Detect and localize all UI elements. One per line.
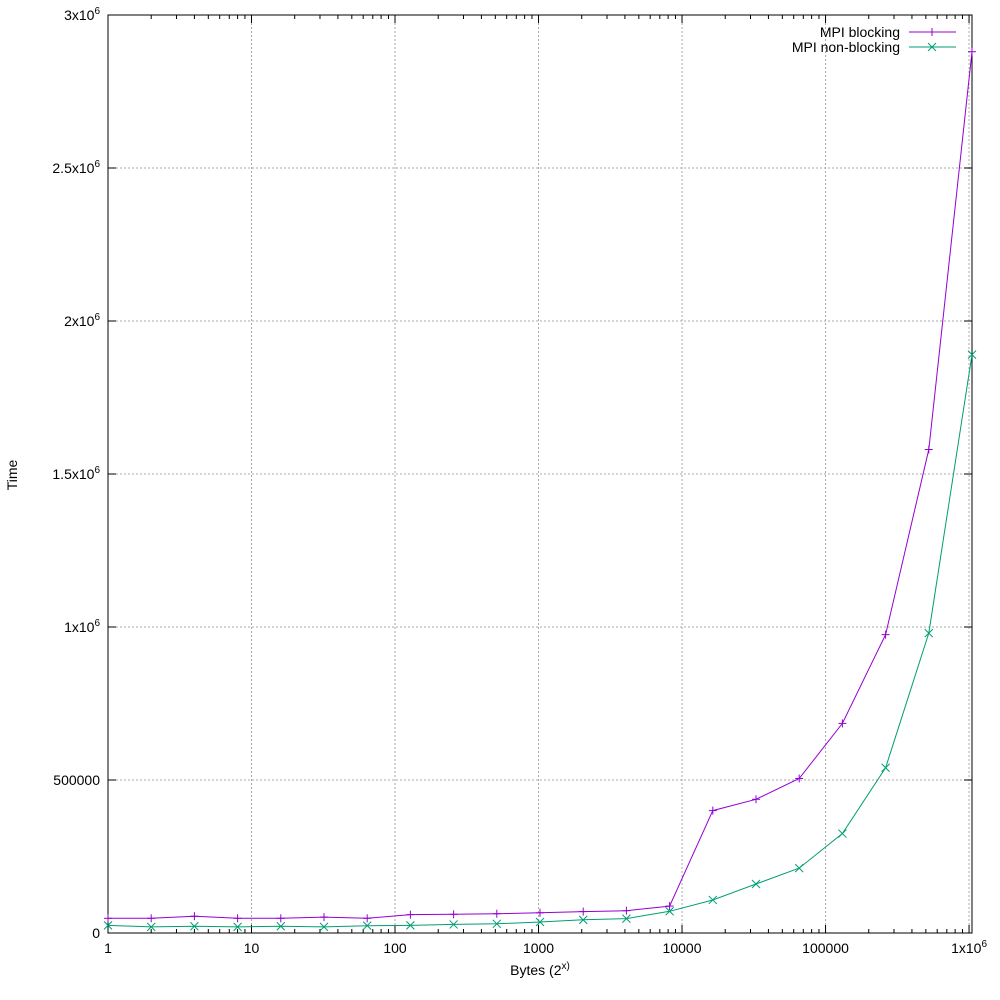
data-point <box>924 628 934 638</box>
legend-label: MPI blocking <box>820 24 900 40</box>
grid <box>108 15 972 933</box>
series-0 <box>104 47 976 923</box>
data-point <box>320 913 328 922</box>
data-point <box>190 912 199 921</box>
data-point <box>622 906 631 915</box>
data-point <box>362 921 372 931</box>
data-point <box>751 879 761 889</box>
x-tick-label: 100 <box>383 940 407 956</box>
x-axis-label: Bytes (2x) <box>510 961 570 978</box>
data-point <box>449 920 458 929</box>
data-point <box>881 630 890 639</box>
y-axis-label: Time <box>4 459 20 490</box>
data-point <box>838 719 847 728</box>
data-point <box>579 907 588 916</box>
legend-marker <box>927 42 937 52</box>
x-tick-label: 100000 <box>802 940 849 956</box>
y-tick-label: 2.5x106 <box>52 159 100 176</box>
data-point <box>147 914 156 923</box>
series-layer <box>103 47 977 932</box>
data-point <box>319 922 329 932</box>
data-point <box>881 763 890 773</box>
x-tick-labels: 1 10 100 1000 10000 100000 1x106 <box>104 939 987 956</box>
y-tick-label: 0 <box>92 925 100 941</box>
data-point <box>492 919 502 929</box>
data-point <box>103 920 113 930</box>
x-tick-label: 1000 <box>523 940 554 956</box>
data-point <box>752 795 760 804</box>
data-point <box>794 863 804 873</box>
data-point <box>838 829 847 838</box>
data-point <box>276 921 286 931</box>
data-point <box>924 445 933 454</box>
y-tick-label: 1x106 <box>64 618 100 635</box>
y-tick-label: 3x106 <box>64 6 100 23</box>
y-tick-label: 1.5x106 <box>52 465 100 482</box>
data-point <box>967 350 977 360</box>
data-point <box>622 914 631 923</box>
data-point <box>708 806 717 815</box>
data-point <box>449 910 458 919</box>
data-point <box>104 914 112 923</box>
data-point <box>535 917 545 927</box>
series-line <box>108 51 973 919</box>
y-tick-labels: 0 500000 1x106 1.5x106 2x106 2.5x106 3x106 <box>52 6 100 941</box>
data-point <box>233 922 242 932</box>
series-line <box>107 354 973 928</box>
data-point <box>968 47 976 56</box>
data-point <box>492 909 501 918</box>
data-point <box>708 895 718 905</box>
data-point <box>363 914 372 923</box>
data-point <box>233 914 242 923</box>
y-tick-label: 2x106 <box>64 312 100 329</box>
data-point <box>276 914 285 923</box>
data-point <box>536 908 544 917</box>
x-tick-label: 1 <box>104 940 112 956</box>
data-point <box>406 920 415 930</box>
data-point <box>190 921 199 931</box>
data-point <box>146 922 156 932</box>
x-tick-label: 10 <box>244 940 260 956</box>
data-point <box>665 906 674 916</box>
data-point <box>665 902 674 911</box>
legend-label: MPI non-blocking <box>792 39 900 55</box>
x-tick-label: 10000 <box>663 940 702 956</box>
y-tick-label: 500000 <box>53 772 100 788</box>
x-tick-label: 1x106 <box>951 939 987 956</box>
series-1 <box>103 350 977 932</box>
data-point <box>795 774 804 783</box>
tick-marks <box>107 14 972 934</box>
data-point <box>406 910 415 919</box>
legend-marker <box>928 28 936 36</box>
data-point <box>578 915 588 925</box>
